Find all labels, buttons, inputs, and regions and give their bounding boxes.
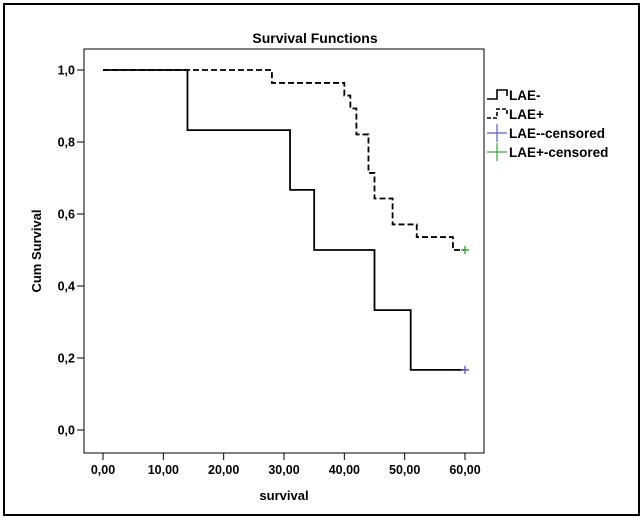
censor-marker-lae-plus (461, 246, 469, 254)
x-tick-label: 40,00 (329, 463, 360, 477)
legend: LAE- LAE+ LAE--censored LAE+-censored (487, 88, 608, 161)
legend-label-lae-minus: LAE- (509, 88, 541, 103)
y-tick-label: 0,0 (58, 424, 75, 438)
y-axis-title: Cum Survival (29, 209, 44, 292)
x-tick-label: 50,00 (389, 463, 420, 477)
y-tick-label: 0,8 (58, 136, 75, 150)
series-line-lae-minus (103, 69, 465, 371)
y-tick-label: 0,4 (58, 280, 75, 294)
legend-label-lae-plus: LAE+ (509, 107, 544, 122)
legend-swatch-lae-plus (487, 108, 508, 119)
series-line-lae-plus (103, 69, 465, 251)
series-layer (103, 69, 469, 374)
x-axis: 0,00 10,00 20,00 30,00 40,00 50,00 60,00 (91, 453, 481, 477)
y-tick-label: 0,2 (58, 352, 75, 366)
legend-swatch-lae-minus-censored (487, 124, 507, 142)
y-axis: 0,0 0,2 0,4 0,6 0,8 1,0 (58, 64, 84, 438)
x-axis-title: survival (259, 488, 308, 503)
censor-marker-lae-minus (461, 365, 469, 374)
legend-swatch-lae-minus (487, 89, 508, 100)
x-tick-label: 10,00 (148, 463, 179, 477)
chart-title: Survival Functions (252, 30, 377, 46)
legend-label-lae-minus-censored: LAE--censored (509, 126, 605, 141)
x-tick-label: 30,00 (268, 463, 299, 477)
y-tick-label: 1,0 (58, 64, 75, 78)
legend-swatch-lae-plus-censored (487, 143, 507, 161)
chart-frame (3, 3, 640, 516)
x-tick-label: 60,00 (449, 463, 480, 477)
legend-label-lae-plus-censored: LAE+-censored (509, 145, 608, 160)
x-tick-label: 0,00 (91, 463, 115, 477)
y-tick-label: 0,6 (58, 208, 75, 222)
x-tick-label: 20,00 (208, 463, 239, 477)
